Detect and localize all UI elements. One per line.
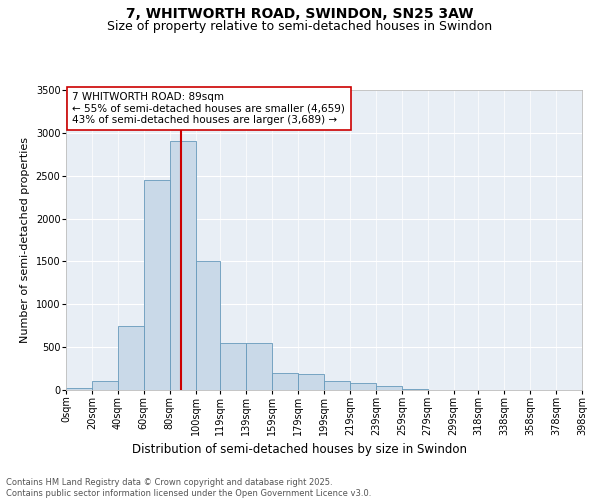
Bar — [66, 388, 92, 390]
Text: Size of property relative to semi-detached houses in Swindon: Size of property relative to semi-detach… — [107, 20, 493, 33]
Bar — [144, 180, 170, 390]
Bar — [350, 383, 376, 390]
Bar — [118, 326, 144, 390]
Bar — [170, 142, 196, 390]
Text: Contains HM Land Registry data © Crown copyright and database right 2025.
Contai: Contains HM Land Registry data © Crown c… — [6, 478, 371, 498]
Bar — [196, 262, 220, 390]
Bar — [92, 382, 118, 390]
Bar — [376, 386, 402, 390]
Text: 7 WHITWORTH ROAD: 89sqm
← 55% of semi-detached houses are smaller (4,659)
43% of: 7 WHITWORTH ROAD: 89sqm ← 55% of semi-de… — [73, 92, 346, 125]
Bar — [220, 343, 246, 390]
Bar — [298, 374, 324, 390]
Bar — [246, 343, 272, 390]
Y-axis label: Number of semi-detached properties: Number of semi-detached properties — [20, 137, 30, 343]
Text: 7, WHITWORTH ROAD, SWINDON, SN25 3AW: 7, WHITWORTH ROAD, SWINDON, SN25 3AW — [126, 8, 474, 22]
Text: Distribution of semi-detached houses by size in Swindon: Distribution of semi-detached houses by … — [133, 442, 467, 456]
Bar — [402, 388, 428, 390]
Bar — [324, 382, 350, 390]
Bar — [272, 373, 298, 390]
